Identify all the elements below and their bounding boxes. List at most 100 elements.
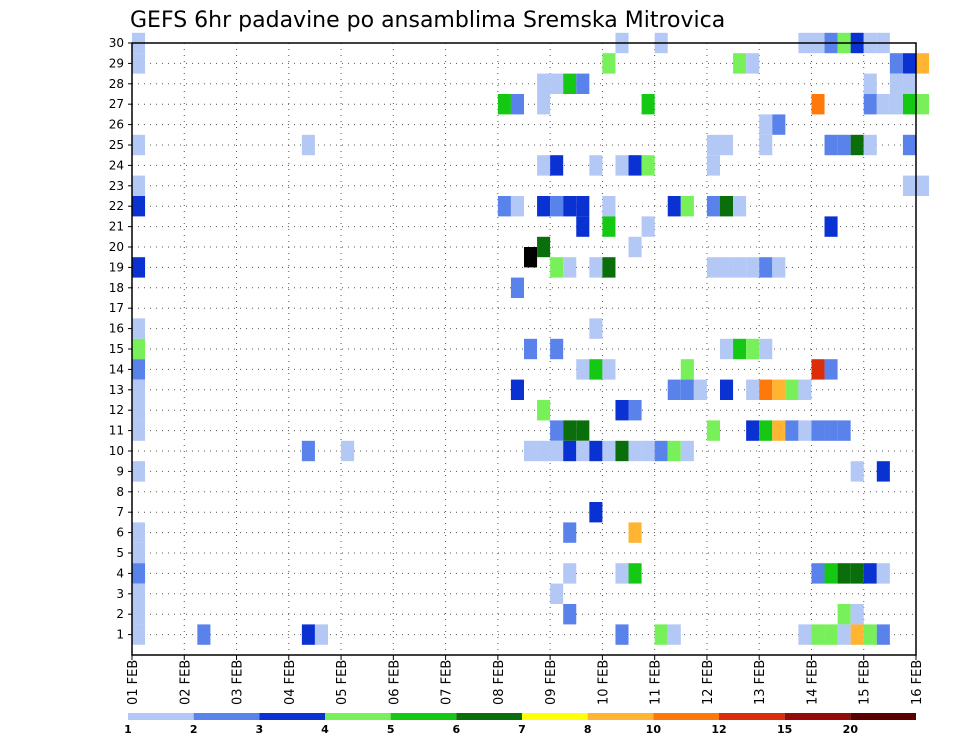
precip-cell [837,134,851,156]
precip-cell [733,53,747,74]
precip-cell [811,563,825,584]
precip-cell [667,196,681,217]
precip-cell [524,338,538,360]
y-tick-label: 22 [109,199,124,213]
precip-cell [733,338,747,360]
precip-cell [798,624,812,645]
precip-cell [785,379,799,400]
precip-cell [615,400,629,421]
precip-cell [563,440,577,462]
precip-cell [889,73,903,94]
precip-cell [589,257,603,278]
precip-cell [902,175,916,196]
precip-cell [628,400,642,421]
precip-cell [889,94,903,115]
precip-cell [537,155,551,176]
precip-cell [706,196,720,217]
legend-label: 20 [843,723,859,736]
precip-cell [537,196,551,217]
precip-cell [824,420,838,441]
precip-cell [550,155,564,176]
legend-label: 5 [387,723,395,736]
precip-cell [132,257,146,278]
legend-swatch [390,713,457,720]
precip-cell [811,359,825,380]
y-tick-label: 10 [109,444,124,458]
precip-cell [785,420,799,441]
precip-cell [132,338,146,360]
precip-cell [537,236,551,258]
legend-swatch [522,713,588,720]
precip-cell [746,53,760,74]
y-tick-label: 13 [109,383,124,397]
precip-cell [759,114,773,135]
precip-cell [824,624,838,645]
y-tick-label: 30 [109,36,124,50]
precip-cell [876,461,890,482]
x-tick-label: 04 FEB [283,660,298,705]
y-tick-label: 21 [109,220,124,234]
precip-cell [811,624,825,645]
y-tick-label: 17 [109,301,124,315]
precip-cell [510,277,524,298]
y-tick-label: 11 [109,424,124,438]
precip-cell [680,379,694,400]
precip-cell [132,542,146,564]
y-tick-label: 3 [116,587,124,601]
precip-cell [824,359,838,380]
y-tick-label: 9 [116,464,124,478]
precip-cell [824,563,838,584]
precip-cell [916,53,930,74]
precip-cell [497,196,511,217]
precip-cell [654,440,668,462]
precip-cell [615,563,629,584]
y-tick-label: 18 [109,281,124,295]
precip-cell [876,94,890,115]
precip-cell [563,196,577,217]
precip-cell [510,196,524,217]
x-tick-label: 09 FEB [544,660,559,705]
precip-cell [863,563,877,584]
x-tick-label: 16 FEB [910,660,925,705]
precip-cell [759,257,773,278]
legend-swatch [259,713,325,720]
precip-cell [341,440,355,462]
precip-cell [563,563,577,584]
precip-cell [641,440,655,462]
x-tick-label: 10 FEB [596,660,611,705]
y-tick-label: 25 [109,138,124,152]
legend-label: 10 [646,723,662,736]
precip-cell [550,257,564,278]
precip-cell [550,440,564,462]
precip-cell [772,379,786,400]
precip-cell [798,379,812,400]
precip-cell [602,440,616,462]
precip-cell [132,379,146,400]
precip-cell [589,359,603,380]
precip-cell [798,420,812,441]
precip-cell [628,155,642,176]
precip-cell [132,359,146,380]
precip-cell [550,583,564,604]
y-tick-label: 29 [109,56,124,70]
y-tick-label: 6 [116,526,124,540]
y-tick-label: 12 [109,403,124,417]
precip-cell [850,624,864,645]
precip-cell [641,155,655,176]
precip-cell [850,461,864,482]
precip-cell [902,53,916,74]
y-tick-label: 23 [109,179,124,193]
precip-cell [654,624,668,645]
precip-cell [680,196,694,217]
precip-cell [850,134,864,156]
precip-cell [602,257,616,278]
x-tick-label: 13 FEB [753,660,768,705]
precip-cell [301,440,315,462]
precip-cell [902,73,916,94]
precip-cell [837,624,851,645]
color-legend: 1 2 3 4 5 6 7 8 10 12 15 20 [124,713,916,736]
precip-cell [132,175,146,196]
legend-swatch [719,713,785,720]
precip-cell [720,338,734,360]
precip-cell [772,257,786,278]
